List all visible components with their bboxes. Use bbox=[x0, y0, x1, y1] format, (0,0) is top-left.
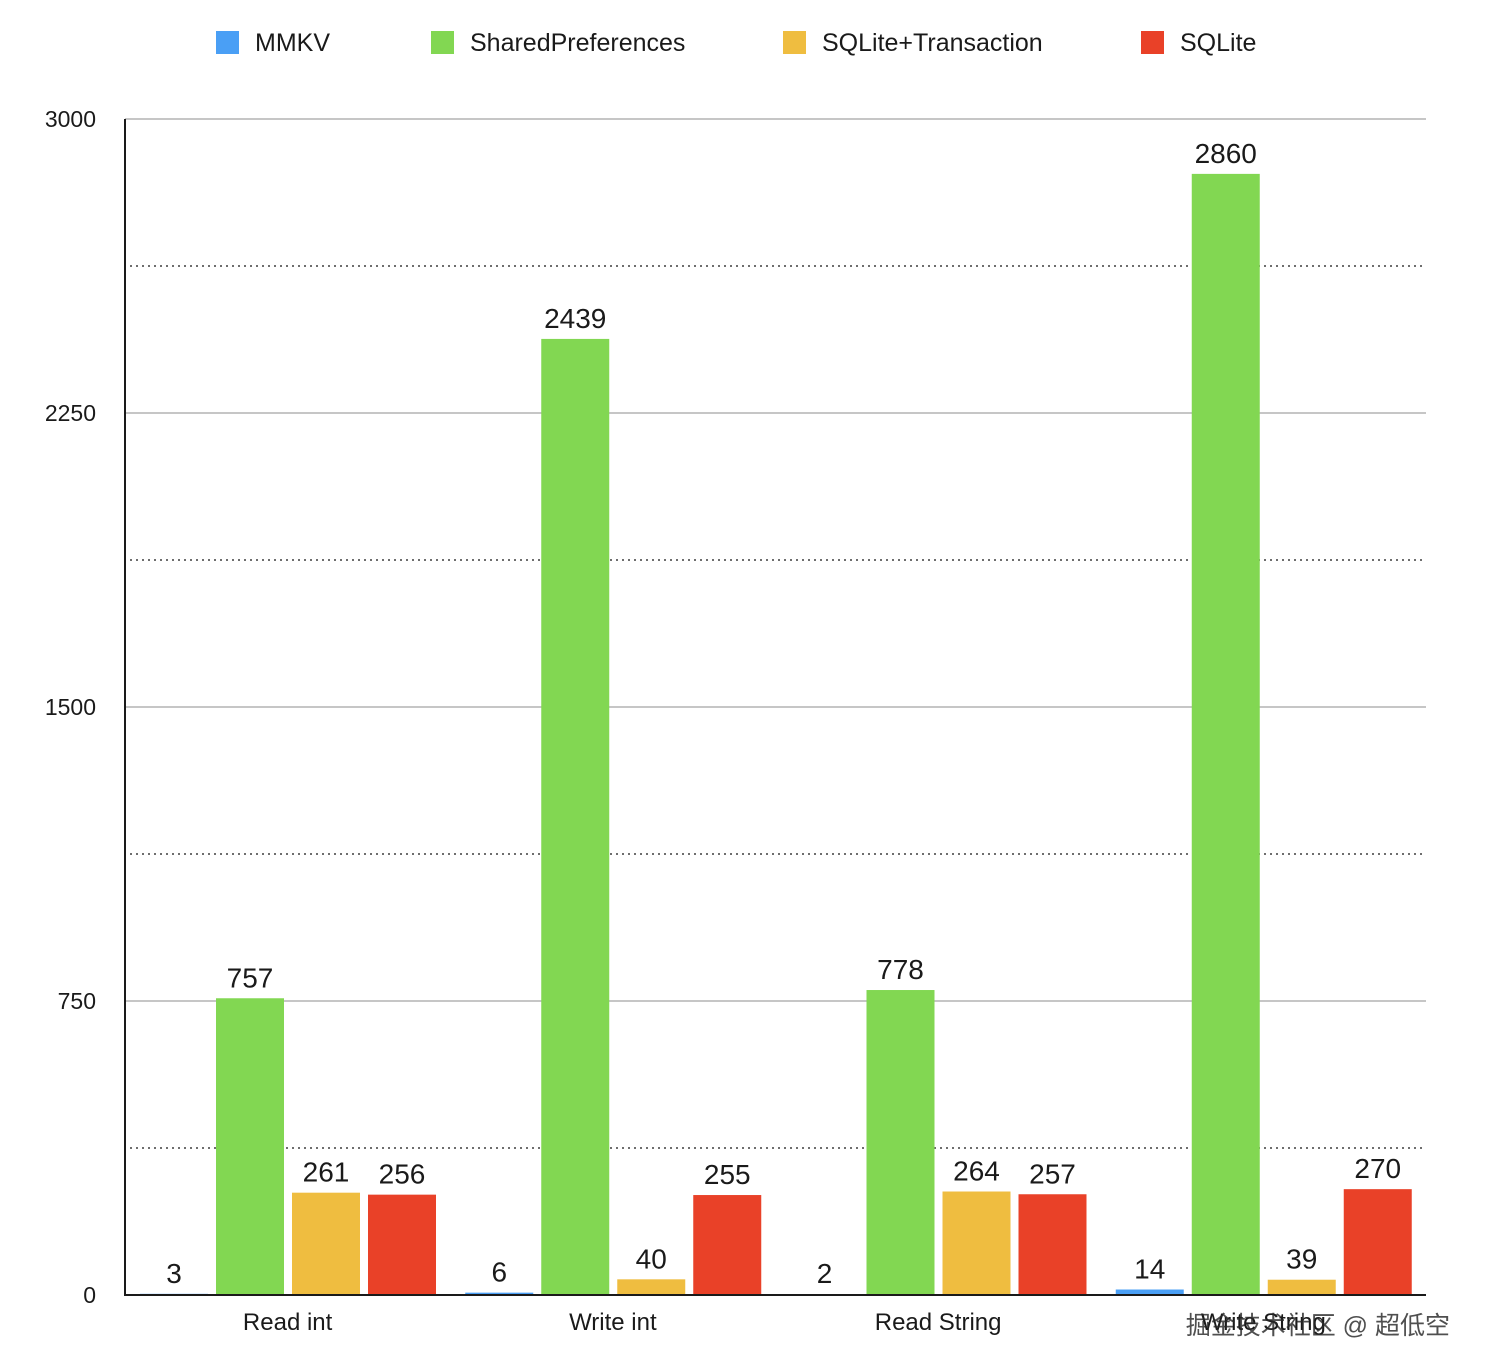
legend-swatch bbox=[216, 31, 239, 54]
legend-label: SQLite bbox=[1180, 29, 1256, 57]
x-category-label: Read String bbox=[875, 1309, 1002, 1336]
x-axis-categories: Read int Write int Read String Write String bbox=[243, 1309, 1326, 1336]
y-tick-label: 0 bbox=[83, 1282, 96, 1308]
legend-swatch bbox=[1141, 31, 1164, 54]
value-label: 2 bbox=[817, 1258, 833, 1289]
bar-sqlite-transaction-write-int bbox=[617, 1279, 686, 1295]
y-tick-label: 1500 bbox=[45, 694, 96, 720]
value-label: 6 bbox=[491, 1257, 507, 1288]
gridlines bbox=[125, 118, 1426, 1149]
bar-sqlite-read-string bbox=[1018, 1194, 1087, 1295]
watermark: 掘金技术社区 @ 超低空 bbox=[1186, 1312, 1450, 1340]
value-label: 257 bbox=[1029, 1158, 1076, 1189]
value-label: 261 bbox=[303, 1157, 350, 1188]
value-label: 2860 bbox=[1195, 138, 1257, 169]
x-category-label: Read int bbox=[243, 1309, 333, 1336]
value-label: 757 bbox=[227, 962, 274, 993]
bar-sqlite-transaction-read-int bbox=[292, 1192, 360, 1295]
value-label: 256 bbox=[379, 1159, 426, 1190]
value-label: 264 bbox=[953, 1156, 1000, 1187]
x-category-label: Write int bbox=[569, 1309, 657, 1336]
bar-mmkv-write-string bbox=[1115, 1289, 1184, 1295]
value-label: 255 bbox=[704, 1159, 751, 1190]
y-tick-label: 750 bbox=[58, 988, 96, 1014]
legend-label: MMKV bbox=[255, 29, 330, 57]
legend-swatch bbox=[783, 31, 806, 54]
value-label: 3 bbox=[166, 1258, 182, 1289]
axes bbox=[124, 119, 1426, 1296]
legend-label: SQLite+Transaction bbox=[822, 29, 1043, 57]
bar-sqlite-transaction-write-string bbox=[1267, 1279, 1336, 1295]
bar-sqlite-write-string bbox=[1343, 1189, 1412, 1295]
value-label: 270 bbox=[1354, 1153, 1401, 1184]
bar-sqlite-transaction-read-string bbox=[942, 1191, 1011, 1295]
legend-label: SharedPreferences bbox=[470, 29, 685, 57]
bar-sharedpreferences-write-string bbox=[1191, 173, 1260, 1295]
value-label: 14 bbox=[1134, 1254, 1165, 1285]
x-category-label: Write String bbox=[1201, 1309, 1326, 1336]
legend-swatch bbox=[431, 31, 454, 54]
bar-mmkv-write-int bbox=[465, 1292, 534, 1295]
value-label: 39 bbox=[1286, 1244, 1317, 1275]
bar-sqlite-write-int bbox=[693, 1195, 762, 1295]
legend: MMKV SharedPreferences SQLite+Transaction S… bbox=[216, 29, 1256, 57]
y-tick-label: 2250 bbox=[45, 400, 96, 426]
bars bbox=[140, 173, 1412, 1295]
y-tick-label: 3000 bbox=[45, 106, 96, 132]
bar-sqlite-read-int bbox=[368, 1194, 436, 1295]
value-label: 778 bbox=[877, 954, 924, 985]
bar-sharedpreferences-read-int bbox=[216, 998, 284, 1295]
value-labels: 3 757 261 256 6 2439 40 255 2 778 264 257 14 2860 39 27… bbox=[166, 138, 1401, 1289]
y-axis-ticks: 0 750 1500 2250 3000 bbox=[45, 106, 96, 1308]
value-label: 40 bbox=[636, 1243, 667, 1274]
bar-sharedpreferences-read-string bbox=[866, 990, 935, 1295]
value-label: 2439 bbox=[544, 303, 606, 334]
bar-sharedpreferences-write-int bbox=[541, 338, 610, 1295]
